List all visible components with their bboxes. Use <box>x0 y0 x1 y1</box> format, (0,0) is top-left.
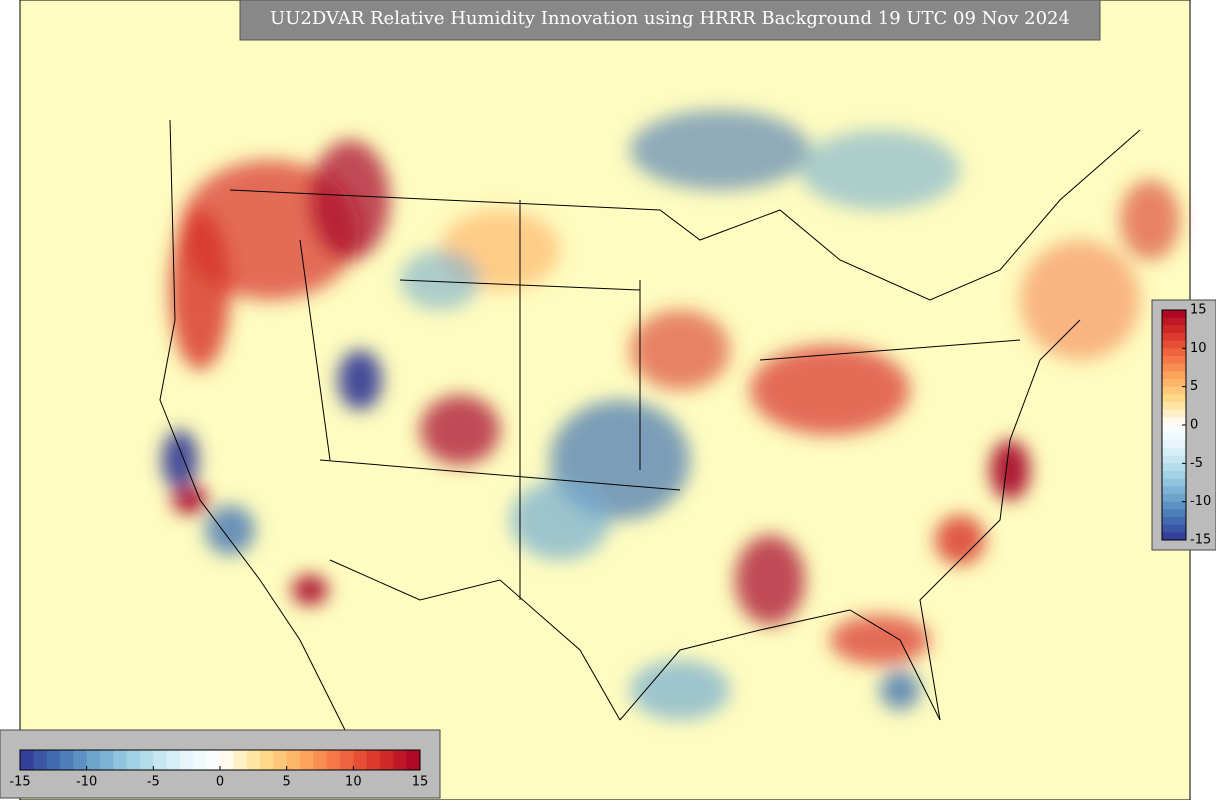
colorbar-tick-label: 5 <box>1190 379 1198 394</box>
colorbar-swatch <box>313 750 328 770</box>
colorbar-right: 15 10 5 0 -5 -10 -15 <box>1161 303 1211 548</box>
colorbar-swatch <box>73 750 88 770</box>
colorbar-swatch <box>1162 402 1186 411</box>
colorbar-swatch <box>1162 310 1186 319</box>
colorbar-swatch <box>20 750 34 770</box>
colorbar-swatch <box>1162 524 1186 533</box>
colorbar-swatch <box>1162 409 1186 418</box>
colorbar-tick-label: 0 <box>1190 418 1198 433</box>
colorbar-tick-label: -10 <box>1190 494 1211 509</box>
colorbar-swatch <box>180 750 194 770</box>
colorbar-swatch <box>1162 532 1186 541</box>
colorbar-tick-label: 10 <box>345 775 362 790</box>
colorbar-swatch <box>406 750 421 770</box>
colorbar-swatch <box>1162 494 1186 503</box>
colorbar-swatch <box>340 750 354 770</box>
colorbar-swatch <box>1162 440 1186 449</box>
colorbar-swatch <box>1162 448 1186 457</box>
colorbar-swatch <box>286 750 301 770</box>
colorbar-swatch <box>1162 425 1186 434</box>
colorbar-tick-label: 10 <box>1190 341 1207 356</box>
colorbar-swatch <box>33 750 48 770</box>
colorbar-swatch <box>353 750 368 770</box>
colorbar-bottom: -15 -10 -5 0 5 10 15 <box>9 749 429 790</box>
map-frame <box>19 0 1191 801</box>
colorbar-tick-label: -5 <box>1190 456 1203 471</box>
colorbar-swatch <box>206 750 221 770</box>
colorbar-swatch <box>126 750 141 770</box>
colorbar-swatch <box>86 750 101 770</box>
colorbar-swatch <box>1162 325 1186 334</box>
colorbar-swatch <box>380 750 394 770</box>
colorbar-swatch <box>1162 501 1186 510</box>
colorbar-swatch <box>60 750 74 770</box>
colorbar-tick-label: -5 <box>147 775 160 790</box>
colorbar-swatch <box>1162 340 1186 349</box>
colorbar-tick-label: -10 <box>76 775 97 790</box>
colorbar-swatch <box>1162 317 1186 326</box>
colorbar-swatch <box>273 750 288 770</box>
colorbar-tick-label: 15 <box>1190 303 1207 318</box>
colorbar-swatch <box>1162 517 1186 526</box>
colorbar-swatch <box>393 750 408 770</box>
colorbar-swatch <box>1162 386 1186 395</box>
boundaries <box>159 119 1141 741</box>
title: UU2DVAR Relative Humidity Innovation usi… <box>270 8 1070 29</box>
colorbar-swatch <box>153 750 168 770</box>
colorbar-swatch <box>260 750 274 770</box>
colorbar-swatch <box>1162 509 1186 518</box>
colorbar-swatch <box>1162 455 1186 464</box>
colorbar-swatch <box>1162 333 1186 342</box>
colorbar-tick-label: -15 <box>9 775 30 790</box>
colorbar-swatch <box>1162 463 1186 472</box>
colorbar-swatch <box>1162 371 1186 380</box>
colorbar-swatch <box>233 750 248 770</box>
colorbar-tick-label: 5 <box>283 775 291 790</box>
colorbar-tick-label: -15 <box>1190 533 1211 548</box>
colorbar-swatch <box>46 750 61 770</box>
colorbar-swatch <box>193 750 208 770</box>
colorbar-swatch <box>166 750 181 770</box>
colorbar-swatch <box>140 750 154 770</box>
colorbar-swatch <box>1162 478 1186 487</box>
colorbar-tick-label: 0 <box>216 775 224 790</box>
colorbar-swatch <box>1162 348 1186 357</box>
colorbar-tick-label: 15 <box>412 775 429 790</box>
colorbar-swatch <box>246 750 261 770</box>
colorbar-swatch <box>220 750 234 770</box>
colorbar-swatch <box>1162 356 1186 365</box>
colorbar-swatch <box>1162 417 1186 426</box>
colorbar-swatch <box>1162 394 1186 403</box>
title-box <box>239 0 1101 41</box>
colorbar-swatch <box>100 750 114 770</box>
colorbar-swatch <box>326 750 341 770</box>
humidity-field <box>162 110 1180 720</box>
colorbar-swatch <box>300 750 314 770</box>
colorbar-swatch <box>1162 363 1186 372</box>
colorbar-swatch <box>366 750 381 770</box>
colorbar-swatch <box>1162 486 1186 495</box>
colorbar-swatch <box>1162 379 1186 388</box>
colorbar-swatch <box>113 750 128 770</box>
colorbar-swatch <box>1162 471 1186 480</box>
colorbar-swatch <box>1162 432 1186 441</box>
